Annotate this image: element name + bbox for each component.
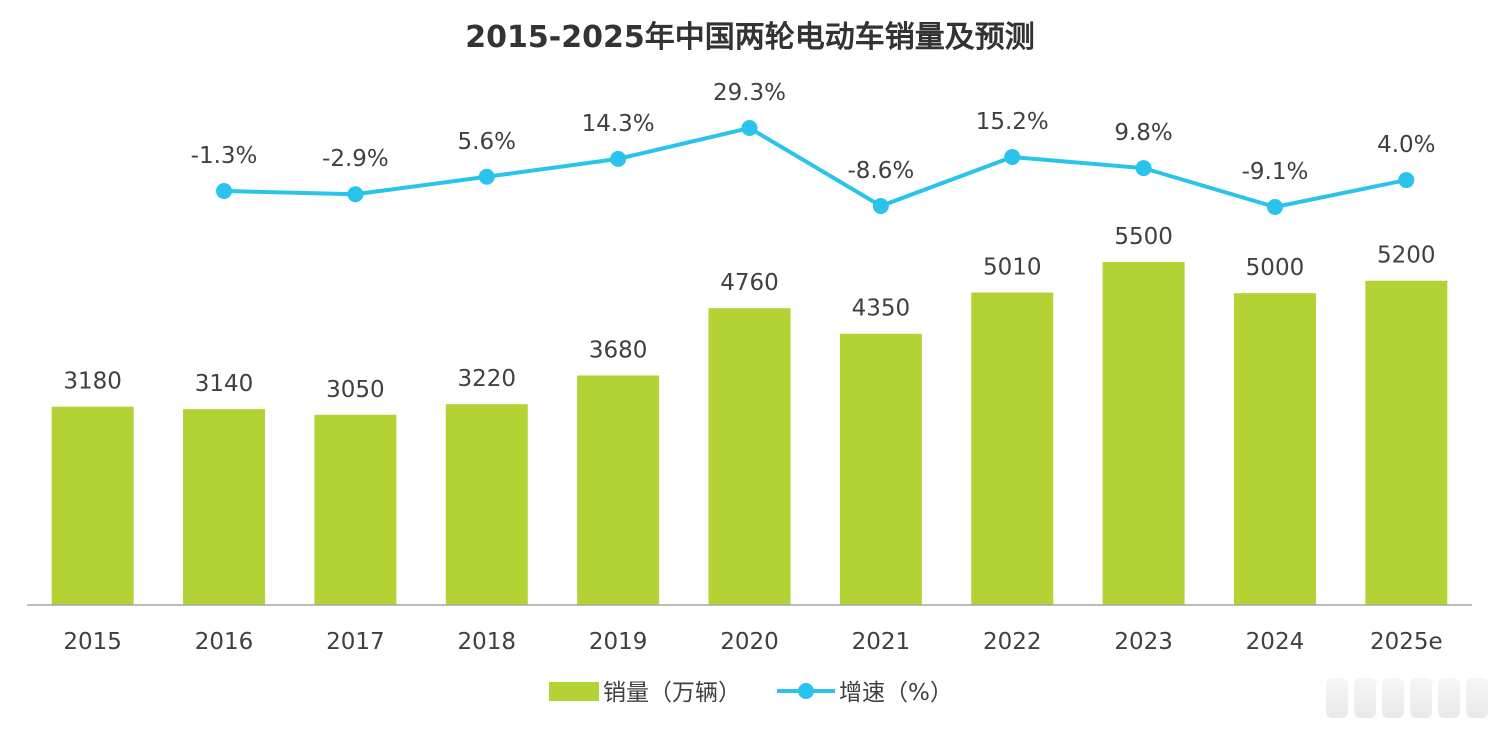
bar-value-labels: 3180 3140 3050 3220 3680 4760 4350 5010 5500 5000… (63, 224, 1435, 403)
bar-value-label: 4350 (852, 296, 911, 322)
bar (708, 308, 791, 605)
growth-value-label: 4.0% (1377, 132, 1435, 158)
growth-line (223, 126, 1407, 209)
growth-value-label: 14.3% (582, 111, 655, 137)
growth-value-label: 29.3% (713, 80, 786, 106)
bar (1233, 293, 1316, 605)
bar (314, 414, 397, 605)
growth-point (347, 186, 364, 203)
bar-value-label: 3180 (63, 369, 122, 395)
growth-point (478, 168, 495, 185)
bar-value-label: 3050 (326, 377, 385, 403)
bar-series (51, 262, 1448, 605)
chart-title: 2015-2025年中国两轮电动车销量及预测 (465, 20, 1035, 55)
growth-value-label: -8.6% (847, 158, 914, 184)
growth-point (1398, 172, 1415, 189)
legend: 销量（万辆） 增速（%） (549, 680, 953, 706)
bar-value-label: 5000 (1246, 255, 1305, 281)
growth-point (1004, 149, 1021, 166)
x-tick-label: 2016 (195, 629, 254, 655)
growth-value-label: 15.2% (976, 109, 1049, 135)
bar (445, 404, 528, 605)
watermark-decoration (1326, 678, 1488, 718)
bar (577, 375, 660, 605)
watermark-mark (1382, 678, 1404, 718)
legend-bar-label: 销量（万辆） (603, 680, 741, 706)
bar (51, 406, 134, 605)
line-series (216, 120, 1415, 215)
bar (1365, 280, 1448, 605)
growth-point (872, 197, 889, 214)
x-tick-label: 2015 (63, 629, 122, 655)
bar (1102, 262, 1185, 605)
bar-value-label: 4760 (720, 270, 779, 296)
x-tick-label: 2017 (326, 629, 385, 655)
bar-value-label: 5010 (983, 255, 1042, 281)
x-tick-label: 2025e (1370, 629, 1443, 655)
watermark-mark (1466, 678, 1488, 718)
x-tick-label: 2023 (1114, 629, 1173, 655)
bar-value-label: 5500 (1114, 224, 1173, 250)
bar (183, 409, 266, 605)
growth-value-label: 9.8% (1114, 120, 1172, 146)
x-axis-tick-labels: 2015 2016 2017 2018 2019 2020 2021 2022 2023 2024… (63, 629, 1442, 655)
bar-value-label: 5200 (1377, 243, 1436, 269)
watermark-mark (1326, 678, 1348, 718)
x-tick-label: 2022 (983, 629, 1042, 655)
watermark-mark (1438, 678, 1460, 718)
growth-value-label: -2.9% (322, 146, 389, 172)
legend-line-marker (798, 683, 814, 699)
x-tick-label: 2021 (852, 629, 911, 655)
watermark-mark (1410, 678, 1432, 718)
line-value-labels: -1.3% -2.9% 5.6% 14.3% 29.3% -8.6% 15.2% 9.8% -9… (191, 80, 1436, 185)
growth-value-label: -1.3% (191, 143, 258, 169)
legend-line-label: 增速（%） (839, 680, 953, 706)
growth-point (1135, 160, 1152, 177)
bar-value-label: 3680 (589, 338, 648, 364)
x-tick-label: 2024 (1246, 629, 1305, 655)
growth-point (741, 120, 758, 136)
bar-value-label: 3140 (195, 371, 254, 397)
x-tick-label: 2018 (457, 629, 516, 655)
growth-value-label: 5.6% (458, 129, 516, 155)
x-tick-label: 2019 (589, 629, 648, 655)
bar (839, 333, 922, 605)
watermark-mark (1354, 678, 1376, 718)
growth-value-label: -9.1% (1242, 159, 1309, 185)
bar-value-label: 3220 (457, 366, 516, 392)
growth-point (610, 150, 627, 167)
growth-point (216, 182, 233, 199)
x-tick-label: 2020 (720, 629, 779, 655)
legend-bar-swatch (549, 682, 599, 701)
growth-point (1266, 199, 1283, 215)
bar (971, 292, 1054, 605)
